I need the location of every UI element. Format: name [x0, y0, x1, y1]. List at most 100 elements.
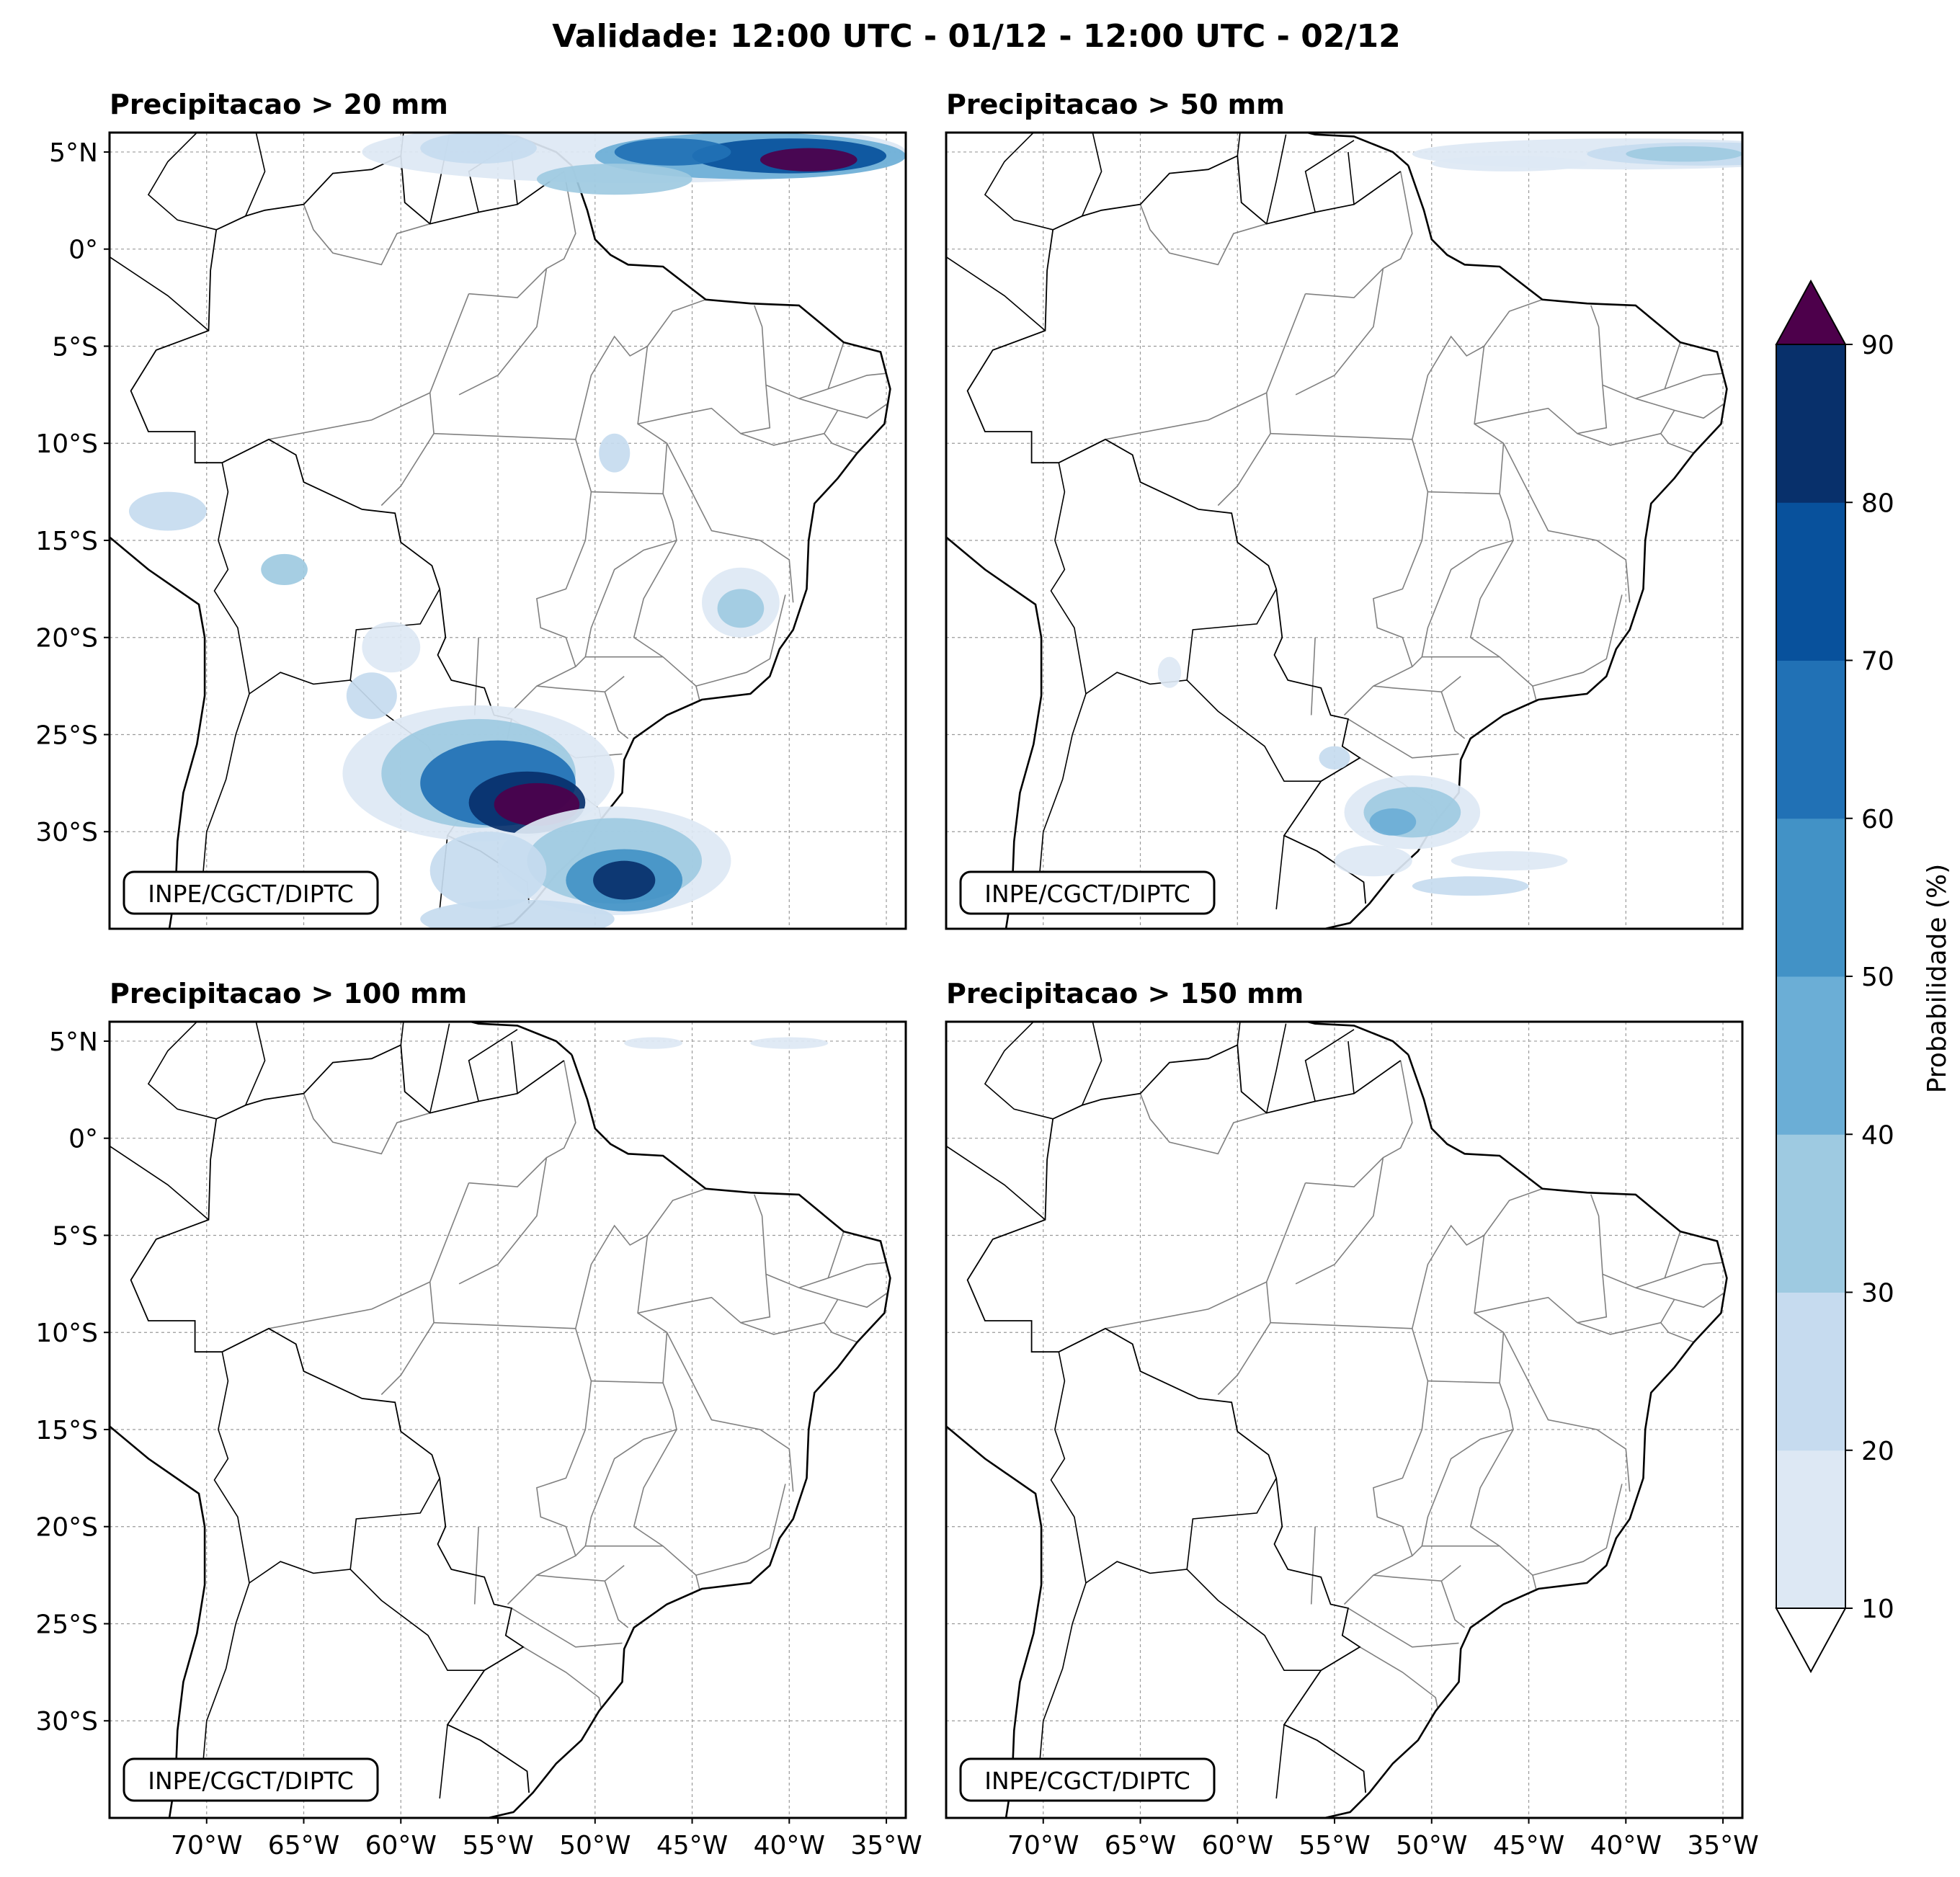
state-border: [536, 675, 625, 693]
state-border: [584, 491, 677, 657]
brazil-border: [130, 1043, 565, 1793]
coastline: [466, 1022, 573, 1056]
country-border: [1186, 1478, 1277, 1570]
state-border: [1412, 335, 1505, 494]
lon-tick-label: 55°W: [462, 1831, 533, 1860]
state-border: [1660, 409, 1694, 454]
credit-box: INPE/CGCT/DIPTC: [122, 870, 379, 915]
map-frame: [945, 1020, 1744, 1819]
state-border: [1270, 432, 1429, 716]
colorbar: 10 20 30 40 50 60 70 80 90: [1775, 279, 1894, 1674]
state-border: [473, 637, 479, 715]
state-border: [1348, 1608, 1459, 1648]
probability-field: [624, 1037, 829, 1049]
state-border: [1217, 393, 1271, 507]
state-border: [1483, 299, 1543, 347]
country-border: [1237, 1022, 1241, 1045]
state-border: [1421, 491, 1514, 657]
country-border: [429, 1023, 450, 1113]
colorbar-segment: [1776, 1292, 1845, 1451]
country-border: [200, 693, 250, 900]
panel-title: Precipitacao > 20 mm: [110, 89, 448, 120]
coastline: [488, 1054, 891, 1818]
lon-tick-label: 70°W: [171, 1831, 242, 1860]
colorbar-segment: [1776, 502, 1845, 661]
country-border: [984, 1022, 1054, 1120]
country-border: [1036, 1582, 1087, 1789]
lat-labels: 5°N 0° 5°S 10°S 15°S 20°S 25°S 30°S: [35, 138, 110, 847]
state-border: [522, 1646, 602, 1708]
state-border: [633, 540, 786, 687]
probability-contour: [1412, 876, 1529, 896]
lat-tick-label: 5°S: [52, 1221, 98, 1251]
country-border: [349, 1478, 440, 1570]
lat-tick-label: 15°S: [35, 527, 98, 556]
lat-tick-label: 5°S: [52, 332, 98, 362]
state-border: [584, 1380, 677, 1546]
country-border: [110, 256, 210, 331]
state-border: [1373, 1564, 1461, 1582]
country-border: [200, 1582, 250, 1789]
state-border: [798, 1287, 887, 1308]
state-border: [1310, 637, 1316, 715]
map-frame: [945, 131, 1744, 930]
lon-tick-label: 40°W: [754, 1831, 825, 1860]
colorbar-extend-max: [1775, 279, 1847, 345]
lat-tick-label: 15°S: [35, 1416, 98, 1445]
probability-contour: [1451, 851, 1568, 871]
gridlines: [946, 133, 1742, 929]
colorbar-label: Probabilidade (%): [1923, 864, 1952, 1094]
state-border: [1421, 1380, 1514, 1546]
country-border: [511, 1040, 518, 1094]
state-border: [1635, 398, 1724, 419]
state-border: [268, 293, 470, 440]
state-border: [1412, 1546, 1422, 1556]
country-border: [244, 133, 266, 217]
lat-tick-label: 5°N: [49, 1027, 98, 1057]
state-border: [827, 1262, 887, 1279]
probability-contour: [760, 148, 858, 171]
state-border: [1664, 1262, 1724, 1279]
country-border: [946, 256, 1046, 331]
state-border: [666, 442, 794, 603]
lon-tick-label: 60°W: [365, 1831, 437, 1860]
credit-box: INPE/CGCT/DIPTC: [122, 1757, 379, 1802]
state-border: [1105, 293, 1306, 440]
lat-tick-label: 0°: [68, 236, 98, 265]
colorbar-tick-label: 70: [1861, 647, 1894, 677]
panel-150mm: Precipitacao > 150 mm INPE/CGCT/DIPTC 70…: [945, 978, 1759, 1860]
state-border: [1295, 268, 1384, 396]
lon-tick-label: 35°W: [850, 1831, 922, 1860]
country-border: [1304, 140, 1355, 213]
probability-field: [128, 133, 906, 929]
state-border: [1502, 1332, 1631, 1492]
country-border: [1186, 589, 1277, 681]
state-border: [765, 342, 845, 400]
country-border: [1050, 1352, 1087, 1584]
state-border: [380, 1282, 435, 1396]
probability-contour: [599, 433, 631, 473]
state-border: [695, 1574, 701, 1591]
state-border: [511, 1608, 623, 1648]
coastline: [110, 535, 206, 929]
credit-label: INPE/CGCT/DIPTC: [984, 1767, 1190, 1795]
country-border: [213, 1352, 250, 1584]
state-border: [1474, 1194, 1608, 1324]
brazil-border: [966, 1043, 1402, 1793]
panel-20mm: Precipitacao > 20 mm INPE/CGCT/DIPTC 5°N…: [35, 89, 907, 930]
lat-tick-label: 25°S: [35, 721, 98, 750]
country-border: [400, 1022, 404, 1045]
colorbar-segment: [1776, 818, 1845, 977]
state-border: [823, 1298, 858, 1343]
state-border: [1664, 373, 1724, 390]
state-border: [798, 398, 887, 419]
probability-contour: [1369, 808, 1417, 836]
lat-tick-label: 30°S: [35, 818, 98, 847]
country-border: [147, 133, 217, 231]
probability-contour: [624, 1037, 683, 1049]
state-border: [765, 1231, 845, 1289]
country-border: [1275, 1724, 1285, 1799]
coastline: [946, 1425, 1043, 1818]
country-border: [439, 1724, 448, 1799]
country-border: [1081, 133, 1102, 217]
